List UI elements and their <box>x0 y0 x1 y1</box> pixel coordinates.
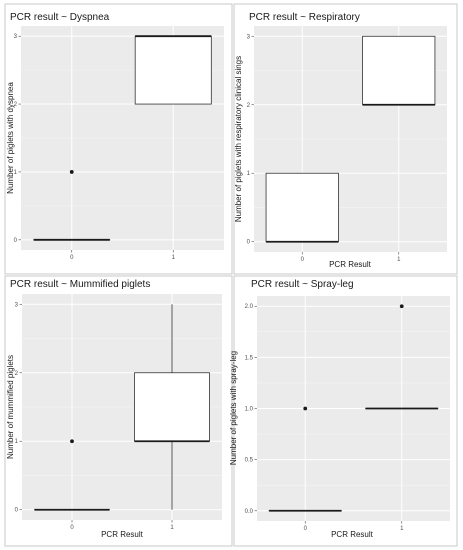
y-axis-title: Number of piglets with respiratory clini… <box>234 56 243 222</box>
y-tick-label: 2 <box>14 102 18 108</box>
y-tick-label: 1 <box>14 170 18 176</box>
x-tick-label: 1 <box>170 525 174 531</box>
outlier-point <box>303 406 308 411</box>
chart-title: PCR result ~ Respiratory <box>249 12 360 23</box>
y-tick-label: 1 <box>247 171 251 177</box>
x-axis-title: PCR Result <box>101 530 144 539</box>
box-1 <box>362 35 436 106</box>
chart-title: PCR result ~ Spray-leg <box>251 279 354 290</box>
y-tick-label: 0.0 <box>245 509 254 515</box>
y-tick-label: 1.0 <box>245 407 254 413</box>
y-axis-title: Number of mummified piglets <box>6 355 15 459</box>
x-axis-title: PCR Result <box>329 260 372 269</box>
y-axis-title: Number of piglets with spray-leg <box>229 351 238 465</box>
box-0 <box>33 170 111 241</box>
x-tick-label: 0 <box>70 255 74 261</box>
outlier-point <box>69 170 74 174</box>
box-body <box>362 35 436 106</box>
y-tick-label: 1 <box>15 439 19 445</box>
x-tick-label: 1 <box>397 257 401 263</box>
y-axis-title: Number of piglets with dyspnea <box>6 82 15 194</box>
chart-title: PCR result ~ Mummified piglets <box>10 279 150 290</box>
outlier-point <box>70 439 74 444</box>
box-body <box>134 35 212 105</box>
box-body <box>265 172 339 243</box>
chart-panel-1: 0 1 2 3 0 1 PCR result ~ Dyspnea Number of pigl… <box>4 3 233 275</box>
y-tick-label: 2.0 <box>245 304 254 310</box>
outlier-point <box>399 304 404 309</box>
x-axis-title: PCR Result <box>331 530 374 539</box>
y-tick-label: 0 <box>14 238 18 244</box>
box-1 <box>134 304 210 510</box>
box-1 <box>134 35 212 105</box>
y-tick-label: 0.5 <box>245 458 254 464</box>
x-tick-label: 0 <box>304 526 308 532</box>
box-0 <box>34 439 110 511</box>
box-1 <box>365 304 439 410</box>
y-tick-label: 3 <box>14 34 18 40</box>
box-body <box>134 372 210 442</box>
x-tick-label: 0 <box>301 257 305 263</box>
y-tick-label: 3 <box>15 302 19 308</box>
chart-panel-4: 0.0 0.5 1.0 1.5 2.0 0 1 PCR result ~ Spray-leg P… <box>229 275 458 547</box>
y-tick-label: 2 <box>247 103 251 109</box>
y-tick-label: 2 <box>15 371 19 377</box>
chart-title: PCR result ~ Dyspnea <box>10 12 110 23</box>
y-tick-label: 0 <box>15 508 19 514</box>
chart-panel-2: 0 1 2 3 0 1 PCR result ~ Respiratory PCR Result… <box>233 3 458 275</box>
box-0 <box>268 406 342 512</box>
x-tick-label: 1 <box>172 255 176 261</box>
x-tick-label: 1 <box>400 526 404 532</box>
y-tick-label: 1.5 <box>245 355 254 361</box>
y-tick-label: 3 <box>247 34 251 40</box>
x-tick-label: 0 <box>70 525 74 531</box>
box-0 <box>265 172 339 243</box>
chart-panel-3: 0 1 2 3 0 1 PCR result ~ Mummified piglets PCR … <box>4 275 233 547</box>
y-tick-label: 0 <box>247 240 251 246</box>
